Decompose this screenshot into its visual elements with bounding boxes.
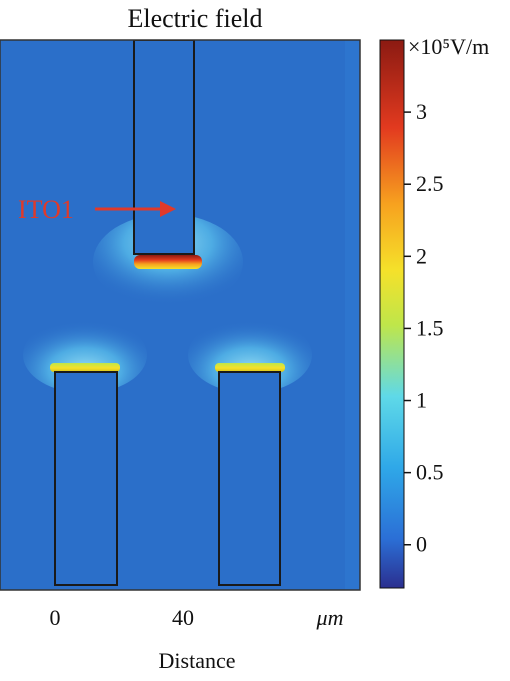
field-map (0, 40, 360, 590)
ito1-label: ITO1 (18, 195, 74, 224)
colorbar-tick-label: 3 (416, 99, 427, 124)
colorbar-tick-label: 0.5 (416, 460, 444, 485)
x-axis-unit: μm (316, 605, 344, 630)
plot-frame (0, 39, 361, 591)
colorbar-tick-label: 0 (416, 532, 427, 557)
colorbar-tick-label: 1.5 (416, 315, 444, 340)
ito1-annotation: ITO1 (18, 195, 176, 224)
x-tick-40: 40 (172, 605, 194, 630)
electrode-bottom-right (218, 371, 281, 586)
colorbar-tick-label: 1 (416, 388, 427, 413)
arrow-head-icon (160, 201, 176, 217)
top-electrode-hotspot (134, 255, 202, 269)
right-electrode-hotspot (215, 363, 285, 372)
colorbar-unit: ×10⁵V/m (408, 34, 489, 59)
plot-title: Electric field (128, 4, 263, 33)
colorbar-ticks: 0 0.5 1 1.5 2 2.5 3 (404, 99, 444, 557)
electrode-top-ito1 (133, 40, 195, 255)
colorbar-bar (379, 39, 405, 589)
x-axis-label: Distance (159, 648, 236, 673)
right-edge-band (345, 40, 360, 590)
colorbar-tick-label: 2.5 (416, 171, 444, 196)
x-tick-0: 0 (50, 605, 61, 630)
colorbar-tick-label: 2 (416, 243, 427, 268)
colorbar: ×10⁵V/m 0 0.5 1 1.5 2 2.5 3 (379, 34, 489, 589)
electrode-bottom-left (54, 371, 118, 586)
left-electrode-hotspot (50, 363, 120, 372)
